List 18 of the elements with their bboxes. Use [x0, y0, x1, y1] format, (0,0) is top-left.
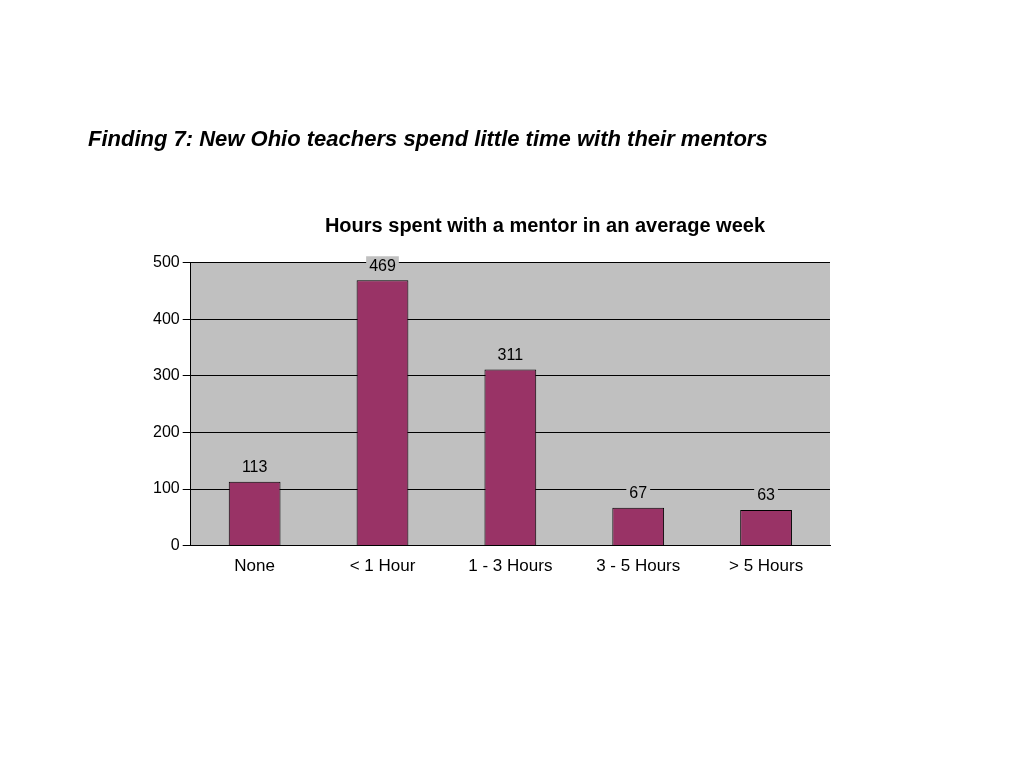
y-tick-label: 100	[152, 479, 180, 497]
y-tick-label: 400	[152, 309, 180, 327]
x-tick-label: None	[234, 556, 275, 576]
y-tick-label: 300	[152, 366, 180, 384]
x-tick-label: < 1 Hour	[349, 556, 416, 576]
y-tick-label: 500	[152, 253, 180, 271]
y-tick-label: 200	[152, 422, 180, 440]
data-label: 113	[241, 458, 268, 476]
x-tick-label: > 5 Hours	[728, 556, 804, 576]
data-label: 63	[757, 486, 776, 504]
chart-subtitle: Hours spent with a mentor in an average week	[323, 214, 767, 237]
x-tick-label: 3 - 5 Hours	[596, 556, 681, 576]
x-tick-label: 1 - 3 Hours	[468, 556, 553, 576]
chart-title: Finding 7: New Ohio teachers spend little time with their mentors	[88, 126, 768, 152]
data-label: 469	[369, 256, 396, 274]
data-label: 67	[629, 484, 648, 502]
data-label: 311	[497, 345, 524, 363]
y-tick-label: 0	[170, 536, 180, 554]
